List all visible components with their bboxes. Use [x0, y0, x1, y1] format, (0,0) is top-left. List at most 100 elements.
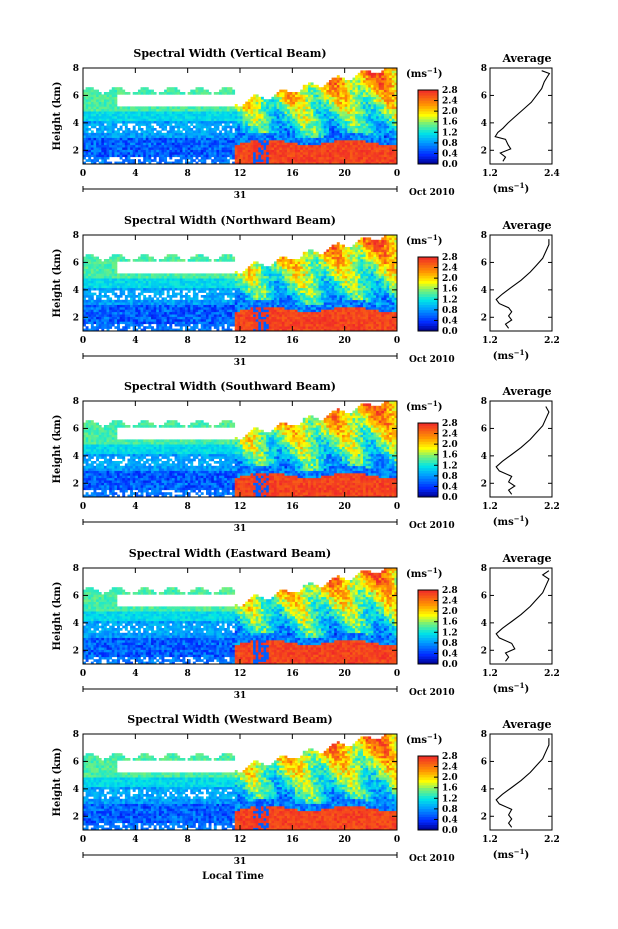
x-tick-label: 0: [394, 502, 400, 512]
colorbar-unit: (ms−1): [406, 399, 442, 413]
colorbar-tick-label: 1.6: [442, 118, 458, 128]
average-y-tick-label: 8: [481, 231, 487, 241]
x-axis-label: Local Time: [202, 871, 264, 882]
day-label: 31: [234, 358, 247, 368]
average-unit-close: ): [524, 184, 529, 195]
colorbar: 0.00.40.81.21.62.02.42.8: [417, 586, 458, 670]
average-unit-close: ): [524, 684, 529, 695]
average-panel: Average 2 4 6 8 1.2 2.2 (ms−1): [481, 718, 560, 861]
average-y-tick-label: 2: [481, 313, 487, 323]
average-y-tick-label: 2: [481, 146, 487, 156]
x-tick-label: 0: [394, 669, 400, 679]
average-y-tick-label: 4: [481, 785, 487, 795]
x-tick-label: 12: [234, 669, 247, 679]
average-title: Average: [501, 552, 551, 565]
y-tick-label: 8: [73, 730, 79, 740]
panel-1: Spectral Width (Vertical Beam) 2 4 6 8 Height…: [52, 47, 560, 201]
y-tick-label: 8: [73, 397, 79, 407]
x-tick-label: 20: [338, 502, 351, 512]
average-profile-line: [495, 239, 550, 329]
x-tick-label: 0: [80, 502, 86, 512]
colorbar-tick-label: 1.2: [442, 128, 458, 138]
average-unit-close: ): [524, 850, 529, 861]
colorbar-tick-label: 2.4: [442, 430, 458, 440]
y-axis-label: Height (km): [52, 82, 63, 151]
average-y-tick-label: 8: [481, 64, 487, 74]
panel-title: Spectral Width (Southward Beam): [124, 380, 336, 393]
average-y-tick-label: 6: [481, 424, 487, 434]
colorbar: 0.00.40.81.21.62.02.42.8: [417, 86, 458, 170]
x-tick-label: 0: [80, 169, 86, 179]
y-tick-label: 4: [73, 619, 79, 629]
x-tick-label: 12: [234, 502, 247, 512]
panel-2: Spectral Width (Northward Beam) 2 4 6 8 Heigh…: [52, 214, 560, 368]
average-y-tick-label: 2: [481, 646, 487, 656]
average-x-tick-label: 2.2: [544, 336, 560, 346]
y-tick-label: 6: [73, 757, 79, 767]
average-y-tick-label: 8: [481, 564, 487, 574]
x-tick-label: 20: [338, 669, 351, 679]
colorbar-tick-label: 1.6: [442, 618, 458, 628]
x-tick-label: 12: [234, 169, 247, 179]
average-y-tick-label: 8: [481, 397, 487, 407]
average-y-tick-label: 4: [481, 119, 487, 129]
colorbar-unit: (ms−1): [406, 732, 442, 746]
panel-title: Spectral Width (Vertical Beam): [133, 47, 326, 60]
colorbar-unit-close: ): [438, 236, 443, 247]
y-tick-label: 2: [73, 646, 79, 656]
date-label: Oct 2010: [409, 521, 455, 531]
colorbar-unit-exponent: −1: [427, 732, 438, 741]
x-tick-label: 20: [338, 835, 351, 845]
date-label: Oct 2010: [409, 688, 455, 698]
day-label: 31: [234, 857, 247, 867]
x-tick-label: 16: [286, 336, 299, 346]
average-title: Average: [501, 52, 551, 65]
colorbar-tick-label: 0.8: [442, 805, 458, 815]
colorbar-tick-label: 2.4: [442, 597, 458, 607]
day-label: 31: [234, 191, 247, 201]
average-profile-line: [495, 406, 550, 495]
y-axis-label: Height (km): [52, 748, 63, 817]
y-axis-label: Height (km): [52, 249, 63, 318]
colorbar-unit: (ms−1): [406, 233, 442, 247]
average-profile-line: [495, 570, 550, 662]
y-tick-label: 8: [73, 64, 79, 74]
colorbar: 0.00.40.81.21.62.02.42.8: [417, 752, 458, 836]
colorbar-tick-label: 0.0: [442, 493, 458, 503]
heatmap-image: [83, 235, 398, 332]
day-label: 31: [234, 524, 247, 534]
average-y-tick-label: 4: [481, 452, 487, 462]
x-tick-label: 8: [185, 669, 191, 679]
x-tick-label: 4: [132, 169, 138, 179]
average-unit-exponent: −1: [514, 514, 525, 523]
colorbar-tick-label: 2.8: [442, 419, 458, 429]
panel-4: Spectral Width (Eastward Beam) 2 4 6 8 Height…: [52, 547, 560, 701]
average-x-tick-label: 2.2: [544, 835, 560, 845]
average-title: Average: [501, 718, 551, 731]
colorbar-tick-label: 2.0: [442, 274, 458, 284]
x-tick-label: 20: [338, 336, 351, 346]
x-tick-label: 4: [132, 336, 138, 346]
date-label: Oct 2010: [409, 854, 455, 864]
colorbar-tick-label: 2.4: [442, 264, 458, 274]
y-tick-label: 6: [73, 591, 79, 601]
colorbar-unit: (ms−1): [406, 66, 442, 80]
panel-title: Spectral Width (Westward Beam): [127, 713, 332, 726]
average-profile-line: [495, 738, 550, 828]
average-x-label: (ms−1): [493, 348, 529, 362]
average-y-tick-label: 6: [481, 258, 487, 268]
colorbar-unit-exponent: −1: [427, 399, 438, 408]
colorbar-tick-label: 1.6: [442, 451, 458, 461]
average-x-label: (ms−1): [493, 681, 529, 695]
x-tick-label: 12: [234, 835, 247, 845]
heatmap-image: [83, 568, 398, 665]
colorbar-unit-exponent: −1: [427, 66, 438, 75]
average-y-tick-label: 2: [481, 479, 487, 489]
colorbar-unit-close: ): [438, 402, 443, 413]
average-title: Average: [501, 219, 551, 232]
y-tick-label: 8: [73, 231, 79, 241]
colorbar-tick-label: 0.4: [442, 815, 458, 825]
colorbar-tick-label: 0.4: [442, 649, 458, 659]
x-tick-label: 16: [286, 502, 299, 512]
average-x-label: (ms−1): [493, 514, 529, 528]
